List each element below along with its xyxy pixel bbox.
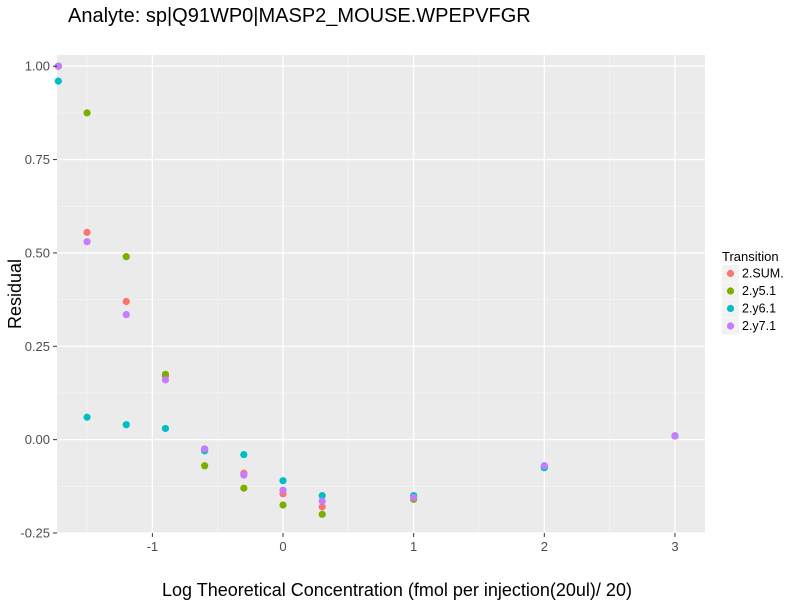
point-2-y5-1 [161,370,170,378]
point-2-y7-1 [54,62,62,70]
legend-label-2-y5-1: 2.y5.1 [742,284,776,298]
y-axis-title: Residual [5,259,25,329]
x-tick-label: 3 [671,539,678,554]
point-2-y7-1 [161,376,170,384]
legend-marker-2-sum [726,269,735,278]
y-tick-label: 0.50 [25,245,50,260]
major-gridlines [57,55,705,534]
point-2-y7-1 [540,462,548,470]
point-2-y6-1 [122,421,130,429]
point-2-y7-1 [671,432,679,440]
point-2-y5-1 [201,462,209,470]
point-2-y5-1 [279,501,287,509]
y-tick-label: 0.00 [25,432,50,447]
point-2-y7-1 [318,497,326,505]
x-tick-label: 2 [541,539,548,554]
legend-label-2-y7-1: 2.y7.1 [742,319,776,333]
point-2-y7-1 [279,486,287,494]
legend-label-2-y6-1: 2.y6.1 [742,302,776,316]
y-axis: -0.25 0.00 0.25 0.50 0.75 1.00 [20,59,57,541]
point-2-y6-1 [161,424,170,433]
legend-label-2-sum: 2.SUM. [742,267,784,281]
point-2-y7-1 [240,471,248,479]
legend-title: Transition [722,249,779,264]
point-2-sum [122,297,130,306]
point-2-y6-1 [54,77,62,85]
plot-panel [57,55,705,533]
point-2-sum [83,228,91,236]
x-axis: -1 0 1 2 3 [147,533,679,554]
point-2-y5-1 [240,484,248,492]
y-tick-label: 0.25 [25,339,50,354]
point-2-y7-1 [410,493,418,502]
chart-title: Analyte: sp|Q91WP0|MASP2_MOUSE.WPEPVFGR [68,5,531,27]
point-2-y6-1 [83,413,91,421]
point-2-sum [318,503,326,511]
point-2-y5-1 [122,253,130,261]
point-2-y6-1 [279,477,287,485]
point-2-y7-1 [201,445,209,453]
legend-marker-2-y5-1 [726,287,735,295]
x-axis-title: Log Theoretical Concentration (fmol per … [162,580,632,600]
point-2-y5-1 [83,109,91,117]
point-2-y7-1 [83,238,91,246]
point-2-y6-1 [318,492,326,500]
x-tick-label: 1 [410,539,417,554]
y-tick-label: 1.00 [25,59,50,74]
legend: Transition 2.SUM. 2.y5.1 2.y6.1 2.y7.1 [722,249,784,335]
legend-marker-2-y6-1 [726,304,735,313]
minor-gridlines [57,55,705,533]
x-tick-label: 0 [279,539,286,554]
point-2-y5-1 [318,510,326,518]
legend-marker-2-y7-1 [726,322,735,330]
y-tick-label: -0.25 [20,526,50,541]
x-tick-label: -1 [147,539,159,554]
y-tick-label: 0.75 [25,152,50,167]
data-points [54,62,679,518]
point-2-y6-1 [240,450,248,459]
point-2-y7-1 [122,310,130,319]
